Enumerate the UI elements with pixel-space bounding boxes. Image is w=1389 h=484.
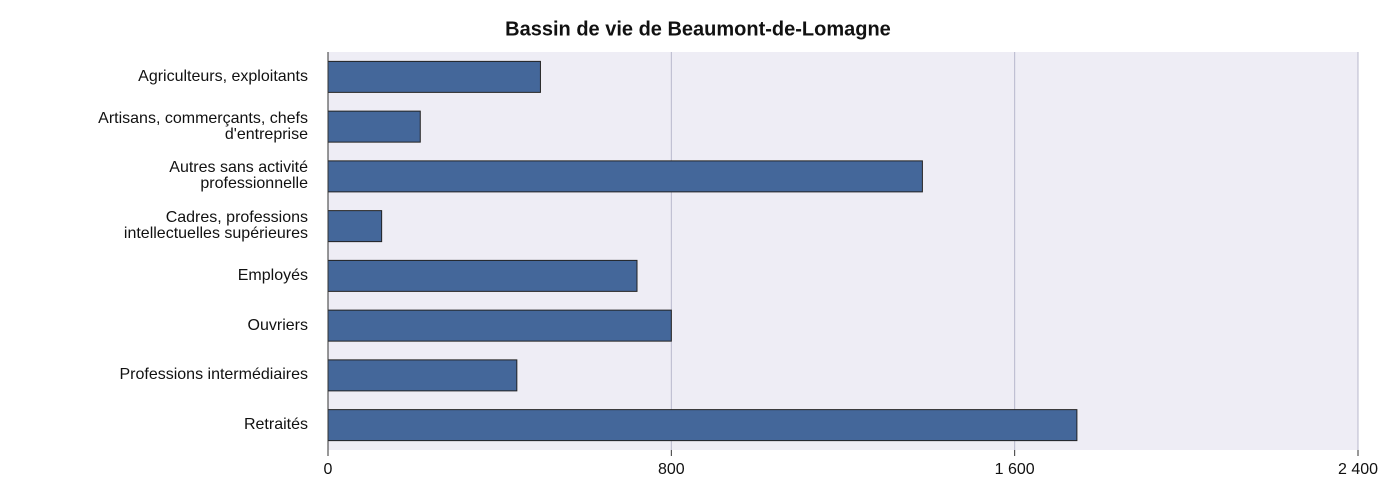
y-tick-label: Professions intermédiaires [119, 366, 308, 384]
y-tick-label: Retraités [243, 416, 308, 434]
bar [327, 259, 638, 292]
chart-title: Bassin de vie de Beaumont-de-Lomagne [505, 18, 891, 40]
x-tick-label: 1 600 [995, 461, 1035, 478]
y-tick-label: Ouvriers [247, 316, 308, 334]
bar [327, 309, 672, 342]
x-tick-label: 800 [658, 461, 685, 478]
bar [327, 359, 518, 392]
y-tick-label: Cadres, professions intellectuelles supé… [123, 209, 308, 243]
x-tick-label: 2 400 [1338, 461, 1378, 478]
y-tick-label: Agriculteurs, exploitants [138, 67, 308, 85]
bar [327, 160, 923, 193]
y-tick-label: Employés [237, 266, 308, 284]
x-tick-label: 0 [324, 461, 333, 478]
y-tick-label: Autres sans activité professionnelle [169, 159, 308, 193]
bar [327, 210, 383, 243]
bar [327, 110, 421, 143]
y-tick-label: Artisans, commerçants, chefs d'entrepris… [98, 109, 308, 143]
bar [327, 60, 541, 93]
bar [327, 409, 1078, 442]
